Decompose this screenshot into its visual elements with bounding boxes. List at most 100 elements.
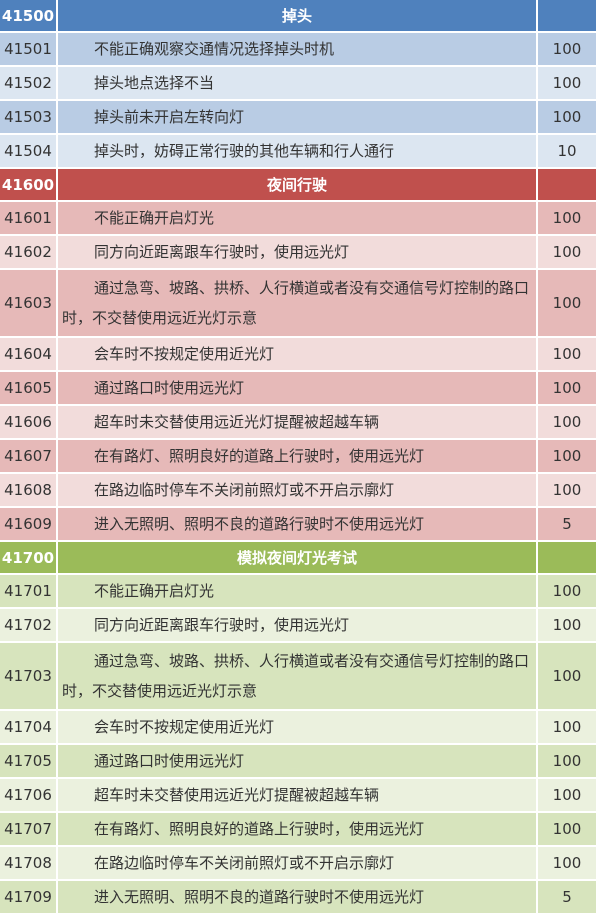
item-code: 41504: [0, 135, 56, 167]
section-code: 41600: [0, 169, 56, 200]
table-row: 41705 通过路口时使用远光灯 100: [0, 745, 596, 777]
table-row: 41608 在路边临时停车不关闭前照灯或不开启示廓灯 100: [0, 474, 596, 506]
section-code: 41700: [0, 542, 56, 573]
item-points: 100: [538, 575, 596, 607]
item-code: 41707: [0, 813, 56, 845]
table-row: 41703 通过急弯、坡路、拱桥、人行横道或者没有交通信号灯控制的路口时，不交替使…: [0, 643, 596, 709]
item-description: 不能正确观察交通情况选择掉头时机: [58, 33, 536, 65]
item-description: 超车时未交替使用远近光灯提醒被超越车辆: [58, 406, 536, 438]
item-points: 100: [538, 372, 596, 404]
section-header-row: 41600 夜间行驶: [0, 169, 596, 200]
item-code: 41701: [0, 575, 56, 607]
item-code: 41702: [0, 609, 56, 641]
item-points: 100: [538, 745, 596, 777]
section-title: 夜间行驶: [58, 169, 536, 200]
item-description: 进入无照明、照明不良的道路行驶时不使用远光灯: [58, 881, 536, 913]
item-points: 100: [538, 202, 596, 234]
section-points-cell: [538, 0, 596, 31]
section-code: 41500: [0, 0, 56, 31]
item-code: 41605: [0, 372, 56, 404]
item-points: 5: [538, 508, 596, 540]
item-description: 同方向近距离跟车行驶时，使用远光灯: [58, 236, 536, 268]
item-points: 100: [538, 643, 596, 709]
table-row: 41704 会车时不按规定使用近光灯 100: [0, 711, 596, 743]
item-code: 41604: [0, 338, 56, 370]
item-description: 掉头地点选择不当: [58, 67, 536, 99]
item-description: 通过路口时使用远光灯: [58, 745, 536, 777]
section-title: 模拟夜间灯光考试: [58, 542, 536, 573]
item-points: 100: [538, 609, 596, 641]
section-title: 掉头: [58, 0, 536, 31]
item-description: 进入无照明、照明不良的道路行驶时不使用远光灯: [58, 508, 536, 540]
item-description: 通过路口时使用远光灯: [58, 372, 536, 404]
item-code: 41608: [0, 474, 56, 506]
item-description: 会车时不按规定使用近光灯: [58, 338, 536, 370]
item-code: 41603: [0, 270, 56, 336]
item-code: 41706: [0, 779, 56, 811]
item-description: 掉头前未开启左转向灯: [58, 101, 536, 133]
table-row: 41709 进入无照明、照明不良的道路行驶时不使用远光灯 5: [0, 881, 596, 913]
item-points: 100: [538, 440, 596, 472]
item-code: 41705: [0, 745, 56, 777]
table-row: 41501 不能正确观察交通情况选择掉头时机 100: [0, 33, 596, 65]
table-row: 41706 超车时未交替使用远近光灯提醒被超越车辆 100: [0, 779, 596, 811]
item-points: 100: [538, 406, 596, 438]
item-code: 41503: [0, 101, 56, 133]
table-row: 41502 掉头地点选择不当 100: [0, 67, 596, 99]
item-points: 100: [538, 779, 596, 811]
item-description: 超车时未交替使用远近光灯提醒被超越车辆: [58, 779, 536, 811]
table-row: 41504 掉头时，妨碍正常行驶的其他车辆和行人通行 10: [0, 135, 596, 167]
item-points: 100: [538, 101, 596, 133]
item-description: 在有路灯、照明良好的道路上行驶时，使用远光灯: [58, 813, 536, 845]
item-description: 不能正确开启灯光: [58, 575, 536, 607]
item-points: 100: [538, 67, 596, 99]
item-code: 41606: [0, 406, 56, 438]
item-points: 100: [538, 711, 596, 743]
item-code: 41501: [0, 33, 56, 65]
item-description: 通过急弯、坡路、拱桥、人行横道或者没有交通信号灯控制的路口时，不交替使用远近光灯…: [58, 270, 536, 336]
item-code: 41709: [0, 881, 56, 913]
item-points: 100: [538, 236, 596, 268]
table-row: 41603 通过急弯、坡路、拱桥、人行横道或者没有交通信号灯控制的路口时，不交替使…: [0, 270, 596, 336]
table-row: 41701 不能正确开启灯光 100: [0, 575, 596, 607]
item-code: 41601: [0, 202, 56, 234]
item-description: 在有路灯、照明良好的道路上行驶时，使用远光灯: [58, 440, 536, 472]
section-points-cell: [538, 542, 596, 573]
item-points: 5: [538, 881, 596, 913]
item-points: 100: [538, 33, 596, 65]
item-points: 100: [538, 270, 596, 336]
item-description: 在路边临时停车不关闭前照灯或不开启示廓灯: [58, 474, 536, 506]
table-row: 41708 在路边临时停车不关闭前照灯或不开启示廓灯 100: [0, 847, 596, 879]
table-row: 41609 进入无照明、照明不良的道路行驶时不使用远光灯 5: [0, 508, 596, 540]
item-points: 100: [538, 338, 596, 370]
item-code: 41703: [0, 643, 56, 709]
table-row: 41604 会车时不按规定使用近光灯 100: [0, 338, 596, 370]
item-points: 100: [538, 474, 596, 506]
item-code: 41609: [0, 508, 56, 540]
item-description: 会车时不按规定使用近光灯: [58, 711, 536, 743]
item-points: 10: [538, 135, 596, 167]
table-row: 41601 不能正确开启灯光 100: [0, 202, 596, 234]
item-description: 掉头时，妨碍正常行驶的其他车辆和行人通行: [58, 135, 536, 167]
item-points: 100: [538, 813, 596, 845]
item-points: 100: [538, 847, 596, 879]
item-description: 不能正确开启灯光: [58, 202, 536, 234]
item-code: 41607: [0, 440, 56, 472]
item-description: 在路边临时停车不关闭前照灯或不开启示廓灯: [58, 847, 536, 879]
table-row: 41702 同方向近距离跟车行驶时，使用远光灯 100: [0, 609, 596, 641]
table-row: 41606 超车时未交替使用远近光灯提醒被超越车辆 100: [0, 406, 596, 438]
table-row: 41605 通过路口时使用远光灯 100: [0, 372, 596, 404]
section-header-row: 41500 掉头: [0, 0, 596, 31]
item-code: 41602: [0, 236, 56, 268]
item-code: 41502: [0, 67, 56, 99]
table-row: 41503 掉头前未开启左转向灯 100: [0, 101, 596, 133]
table-row: 41602 同方向近距离跟车行驶时，使用远光灯 100: [0, 236, 596, 268]
item-description: 通过急弯、坡路、拱桥、人行横道或者没有交通信号灯控制的路口时，不交替使用远近光灯…: [58, 643, 536, 709]
item-description: 同方向近距离跟车行驶时，使用远光灯: [58, 609, 536, 641]
section-header-row: 41700 模拟夜间灯光考试: [0, 542, 596, 573]
table-row: 41707 在有路灯、照明良好的道路上行驶时，使用远光灯 100: [0, 813, 596, 845]
table-row: 41607 在有路灯、照明良好的道路上行驶时，使用远光灯 100: [0, 440, 596, 472]
item-code: 41708: [0, 847, 56, 879]
section-points-cell: [538, 169, 596, 200]
